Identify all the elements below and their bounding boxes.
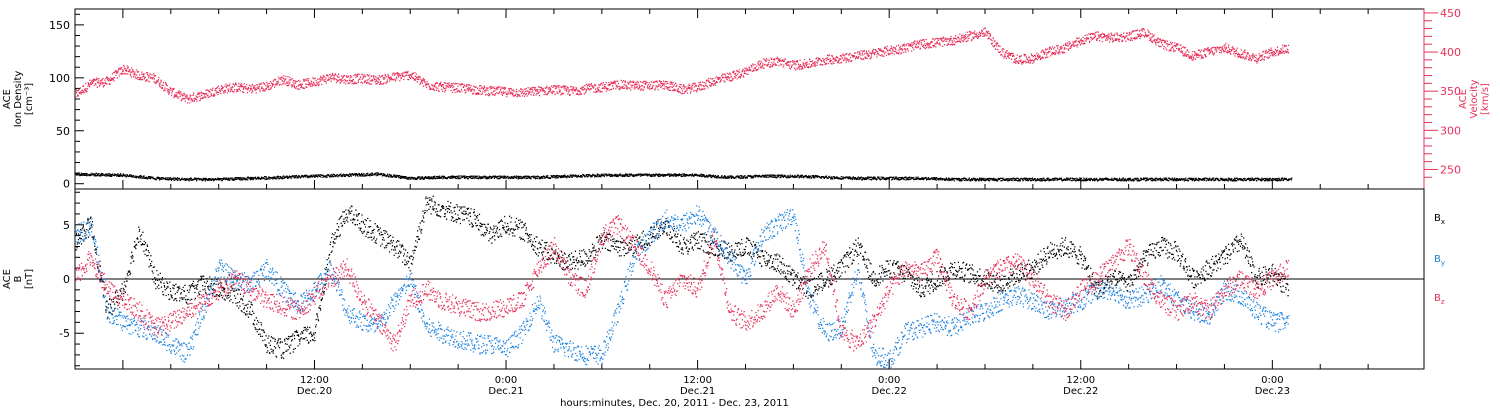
velocity-series — [75, 27, 1290, 104]
b-tick-label: -5 — [59, 327, 70, 340]
velocity-axis-label-line3: [km/s] — [1480, 83, 1491, 115]
bx-series — [75, 195, 1290, 359]
velocity-tick-label: 300 — [1440, 124, 1461, 137]
density-axis-label-line1: ACE — [2, 89, 13, 109]
top-panel-axes: 0 50 100 150 250 300 350 400 450 — [49, 7, 1461, 191]
date-tick-label: Dec.23 — [1255, 386, 1290, 397]
density-tick-label: 50 — [56, 125, 70, 138]
by-series — [75, 205, 1290, 369]
density-series — [75, 172, 1293, 182]
bz-legend-label: Bz — [1434, 293, 1445, 306]
time-tick-label: 0:00 — [1261, 375, 1283, 386]
b-tick-label: 0 — [63, 273, 70, 286]
density-tick-label: 0 — [63, 178, 70, 191]
date-tick-label: Dec.21 — [680, 386, 715, 397]
velocity-axis-label-line2: Velocity — [1469, 79, 1480, 118]
time-tick-label: 0:00 — [495, 375, 517, 386]
b-axis-label-line1: ACE — [2, 269, 13, 289]
time-axis: 12:00Dec.200:00Dec.2112:00Dec.210:00Dec.… — [122, 9, 1369, 397]
time-axis-label: hours:minutes, Dec. 20, 2011 - Dec. 23, … — [560, 398, 789, 409]
top-panel-frame — [74, 8, 1425, 190]
density-axis-label-line2: Ion Density — [13, 71, 24, 128]
density-axis-label: ACE Ion Density [cm⁻³] — [2, 71, 35, 128]
velocity-tick-label: 350 — [1440, 85, 1461, 98]
velocity-tick-label: 250 — [1440, 163, 1461, 176]
density-tick-label: 150 — [49, 19, 70, 32]
b-axis-label: ACE B [nT] — [2, 269, 35, 289]
b-components-legend: Bx By Bz — [1434, 213, 1445, 306]
velocity-axis-label-line1: ACE — [1458, 89, 1469, 109]
b-tick-label: 5 — [63, 219, 70, 232]
bz-series — [75, 215, 1290, 352]
time-tick-label: 0:00 — [878, 375, 900, 386]
time-tick-label: 12:00 — [1066, 375, 1095, 386]
bottom-panel-marks — [75, 195, 1290, 369]
time-tick-label: 12:00 — [300, 375, 329, 386]
velocity-tick-label: 400 — [1440, 46, 1461, 59]
time-tick-label: 12:00 — [683, 375, 712, 386]
b-axis-label-line3: [nT] — [24, 269, 35, 289]
date-tick-label: Dec.22 — [872, 386, 907, 397]
bx-legend-label: Bx — [1434, 213, 1445, 226]
velocity-tick-label: 450 — [1440, 7, 1461, 20]
density-tick-label: 100 — [49, 72, 70, 85]
density-axis-label-line3: [cm⁻³] — [24, 83, 35, 115]
by-legend-label: By — [1434, 254, 1445, 267]
b-axis-label-line2: B — [13, 275, 24, 282]
date-tick-label: Dec.20 — [297, 386, 332, 397]
date-tick-label: Dec.21 — [488, 386, 523, 397]
top-panel: 0 50 100 150 250 300 350 400 450 ACE Ion Density… — [2, 7, 1491, 191]
bottom-panel: -5 0 5 ACE B [nT] Bx By Bz — [2, 188, 1445, 370]
velocity-axis-label: ACE Velocity [km/s] — [1458, 79, 1491, 118]
top-panel-marks — [75, 27, 1293, 182]
date-tick-label: Dec.22 — [1063, 386, 1098, 397]
